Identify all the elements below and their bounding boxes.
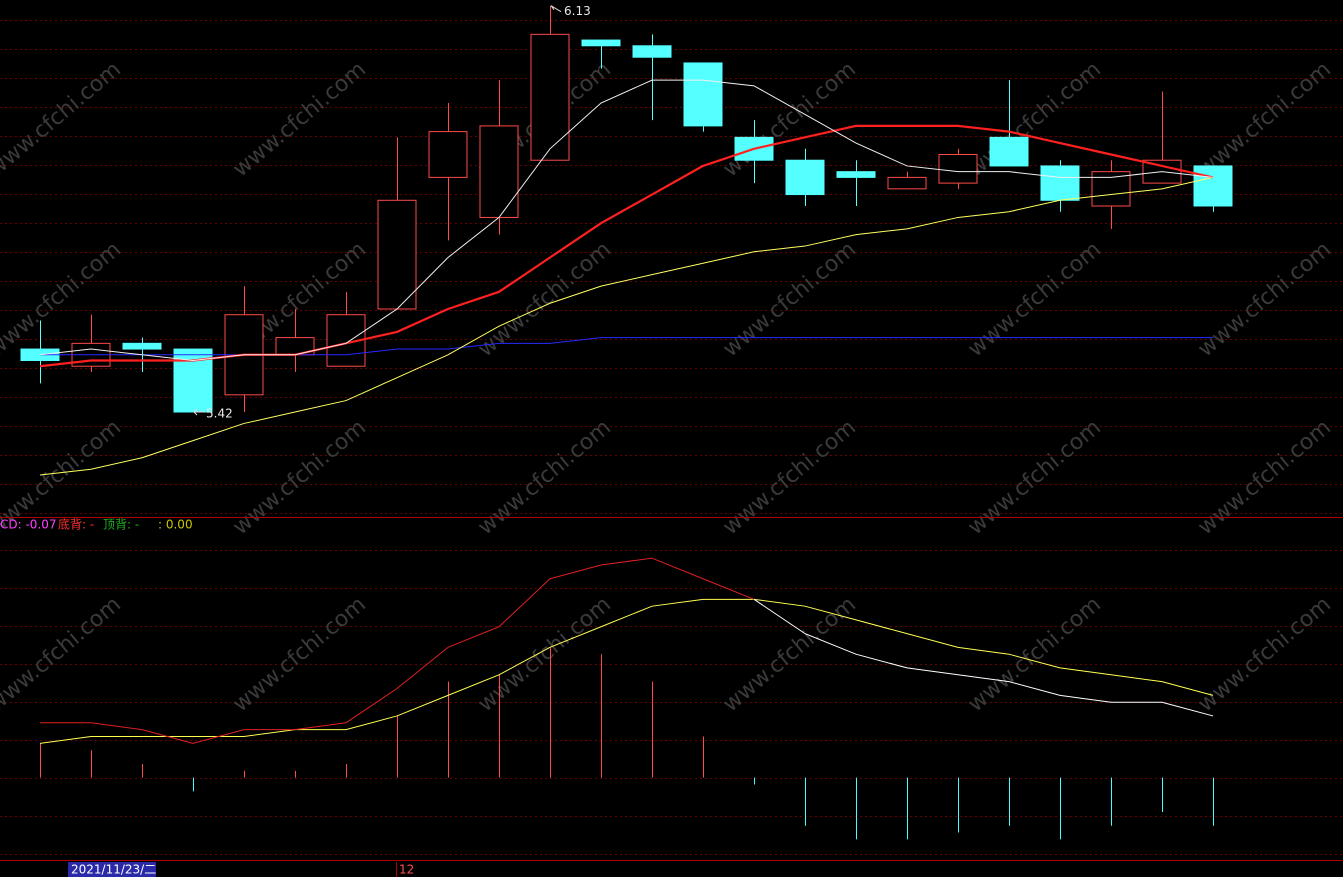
dif-line bbox=[90, 722, 143, 731]
candle-body bbox=[377, 199, 417, 310]
indicator-legend: CD: -0.07 bbox=[0, 518, 57, 532]
candle-body bbox=[1193, 165, 1233, 207]
dif-line bbox=[1008, 681, 1061, 696]
candle-body bbox=[479, 125, 519, 218]
candle-body bbox=[122, 342, 162, 350]
dif-line bbox=[1161, 701, 1214, 717]
candle-body bbox=[1091, 171, 1131, 207]
candle-body bbox=[683, 62, 723, 127]
dif-line bbox=[498, 578, 551, 628]
cursor-date: 2021/11/23/二 bbox=[71, 863, 156, 877]
grid-pattern bbox=[0, 530, 1343, 858]
candle-body bbox=[632, 45, 672, 58]
cursor-date-box bbox=[68, 862, 156, 877]
candle-body bbox=[530, 33, 570, 161]
candle-body bbox=[938, 154, 978, 184]
candle-body bbox=[887, 176, 927, 190]
dif-line bbox=[294, 722, 347, 731]
indicator-legend: : 0.00 bbox=[158, 518, 193, 532]
dif-line bbox=[345, 688, 398, 724]
indicator-legend: 顶背: - bbox=[103, 518, 139, 532]
moving-average-line bbox=[39, 176, 1214, 476]
dif-line bbox=[651, 557, 704, 580]
dif-line bbox=[957, 674, 1010, 683]
dif-line bbox=[600, 557, 653, 566]
moving-average-line bbox=[39, 79, 1214, 362]
dif-line bbox=[447, 626, 500, 648]
high-annotation: 6.13 bbox=[564, 4, 591, 18]
dif-line bbox=[855, 653, 908, 669]
dif-line bbox=[702, 578, 755, 600]
candle-body bbox=[836, 171, 876, 178]
dif-line bbox=[906, 667, 959, 676]
dif-line bbox=[753, 598, 806, 635]
candle-body bbox=[581, 39, 621, 47]
dif-line bbox=[141, 729, 194, 744]
candle-body bbox=[1040, 165, 1080, 201]
annotation-arrow bbox=[193, 408, 205, 416]
dea-line bbox=[39, 598, 1214, 744]
dif-line bbox=[804, 633, 857, 655]
dif-line bbox=[549, 564, 602, 580]
candle-body bbox=[428, 131, 468, 178]
dif-line bbox=[192, 729, 245, 744]
annotation-arrow bbox=[550, 5, 562, 13]
candle-body bbox=[989, 136, 1029, 167]
dif-line bbox=[1059, 694, 1112, 703]
candle-body bbox=[785, 159, 825, 196]
month-label: 12 bbox=[399, 863, 414, 877]
grid-pattern bbox=[0, 0, 1343, 515]
dif-line bbox=[396, 646, 449, 689]
indicator-legend: 底背: - bbox=[58, 517, 94, 532]
low-annotation: 5.42 bbox=[206, 407, 233, 421]
